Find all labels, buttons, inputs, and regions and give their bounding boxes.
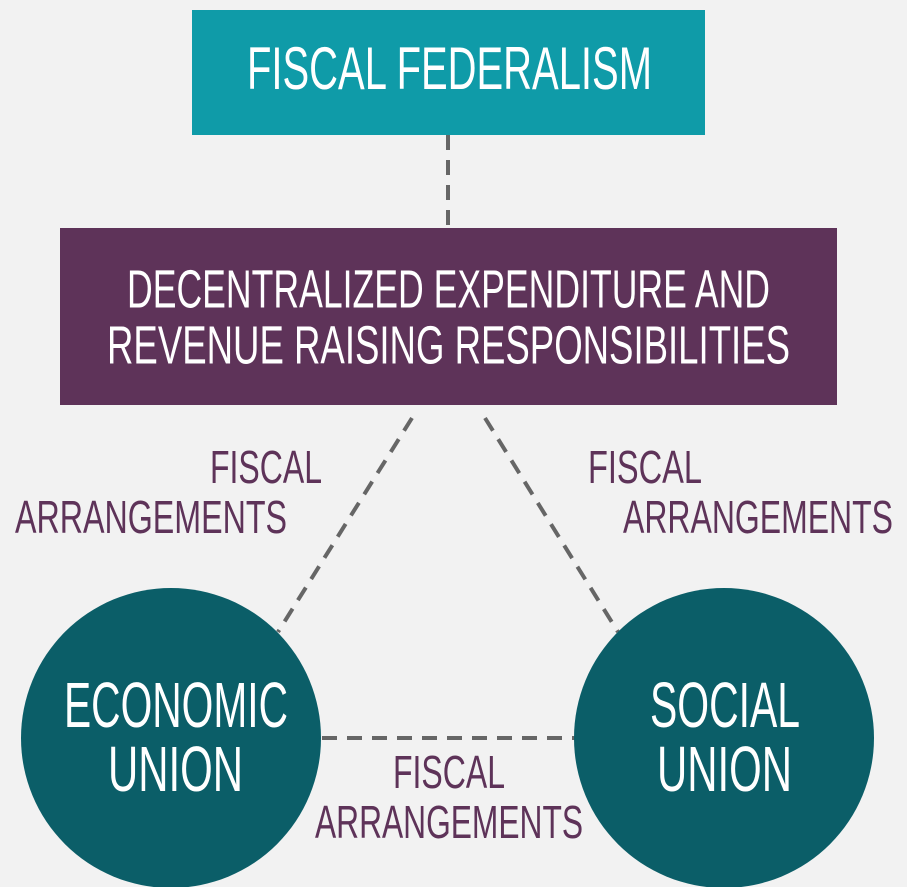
edge-label: FISCAL <box>588 441 702 493</box>
node-box <box>60 228 837 405</box>
edge-label: FISCAL <box>393 746 505 798</box>
edge-label: ARRANGEMENTS <box>315 796 583 848</box>
connector <box>276 416 414 634</box>
node-label: ECONOMIC <box>64 669 288 741</box>
node-label: UNION <box>108 733 243 805</box>
connector <box>483 416 620 634</box>
node-label: DECENTRALIZED EXPENDITURE AND <box>127 259 770 319</box>
edge-label: ARRANGEMENTS <box>15 491 287 543</box>
node-circle <box>21 588 321 887</box>
node-circle <box>574 588 874 887</box>
node-label: SOCIAL <box>650 669 800 741</box>
node-label: FISCAL FEDERALISM <box>247 35 652 102</box>
node-label: UNION <box>657 733 792 805</box>
node-label: REVENUE RAISING RESPONSIBILITIES <box>107 315 790 375</box>
edge-label: ARRANGEMENTS <box>623 491 893 543</box>
node-box <box>192 10 705 135</box>
edge-label: FISCAL <box>210 441 322 493</box>
